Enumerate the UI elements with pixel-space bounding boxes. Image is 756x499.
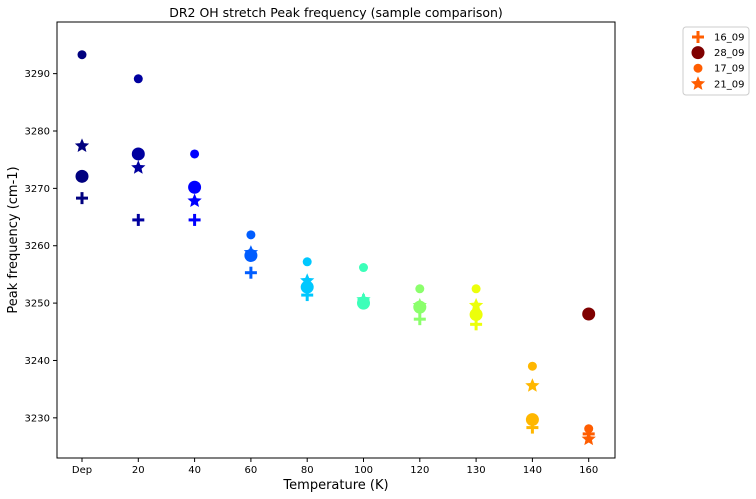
legend-marker-28_09 (691, 46, 705, 60)
data-point-17_09 (246, 230, 256, 240)
x-tick-label: 20 (132, 465, 145, 476)
x-tick-label: 160 (579, 465, 598, 476)
x-axis: Dep 20 40 60 80 100 120 130 140 160 (72, 458, 598, 476)
plot-marks (74, 50, 596, 446)
x-tick-label: 60 (245, 465, 258, 476)
plot-frame (56, 21, 616, 459)
data-point-17_09 (527, 361, 537, 371)
data-point-17_09 (133, 74, 143, 84)
x-tick-label: 130 (467, 465, 486, 476)
y-tick-label: 3230 (25, 413, 50, 424)
y-tick-label: 3240 (25, 356, 50, 367)
data-point-21_09 (131, 160, 146, 174)
legend: 16_09 28_09 17_09 21_09 (682, 26, 750, 96)
x-tick-label: 80 (301, 465, 314, 476)
data-point-28_09 (75, 169, 89, 183)
y-tick-label: 3260 (25, 241, 50, 252)
data-point-21_09 (187, 193, 202, 208)
legend-marker-16_09 (692, 31, 704, 43)
y-tick-label: 3270 (25, 184, 50, 195)
data-point-21_09 (300, 273, 315, 287)
data-point-28_09 (469, 308, 483, 322)
x-tick-label: Dep (72, 465, 92, 476)
data-point-17_09 (190, 149, 200, 159)
y-tick-label: 3250 (25, 299, 50, 310)
data-point-21_09 (243, 245, 259, 259)
legend-label: 17_09 (714, 64, 744, 75)
data-point-16_09 (76, 192, 88, 205)
data-point-17_09 (302, 257, 312, 267)
data-point-16_09 (413, 313, 426, 326)
data-point-16_09 (188, 213, 201, 226)
legend-label: 28_09 (714, 48, 744, 59)
x-tick-label: 120 (410, 465, 429, 476)
x-tick-label: 100 (354, 465, 373, 476)
legend-marker-17_09 (693, 63, 703, 73)
data-point-21_09 (581, 431, 596, 446)
data-point-21_09 (356, 292, 371, 306)
data-point-17_09 (359, 263, 368, 273)
data-point-28_09 (188, 180, 202, 194)
data-point-28_09 (582, 307, 596, 321)
x-axis-label: Temperature (K) (282, 478, 388, 493)
data-point-21_09 (74, 138, 90, 152)
legend-frame (682, 26, 750, 96)
data-point-21_09 (412, 297, 427, 312)
y-tick-label: 3290 (25, 69, 50, 80)
chart-title: DR2 OH stretch Peak frequency (sample co… (169, 5, 503, 20)
data-point-16_09 (132, 213, 145, 226)
legend-marker-21_09 (690, 76, 706, 90)
data-point-21_09 (468, 297, 484, 312)
data-point-17_09 (471, 284, 481, 294)
data-point-17_09 (77, 50, 87, 60)
data-point-16_09 (244, 266, 257, 279)
x-tick-label: 140 (523, 465, 542, 476)
data-point-28_09 (525, 413, 539, 427)
data-point-17_09 (415, 284, 425, 294)
y-tick-label: 3280 (25, 127, 50, 138)
x-tick-label: 40 (188, 465, 201, 476)
legend-label: 16_09 (714, 33, 744, 44)
y-axis: 3230 3240 3250 3260 3270 3280 3290 (25, 69, 57, 424)
data-point-28_09 (131, 147, 145, 161)
data-point-17_09 (584, 424, 594, 434)
data-point-21_09 (525, 378, 540, 392)
legend-label: 21_09 (714, 79, 744, 90)
y-axis-label: Peak frequency (cm-1) (6, 166, 21, 313)
